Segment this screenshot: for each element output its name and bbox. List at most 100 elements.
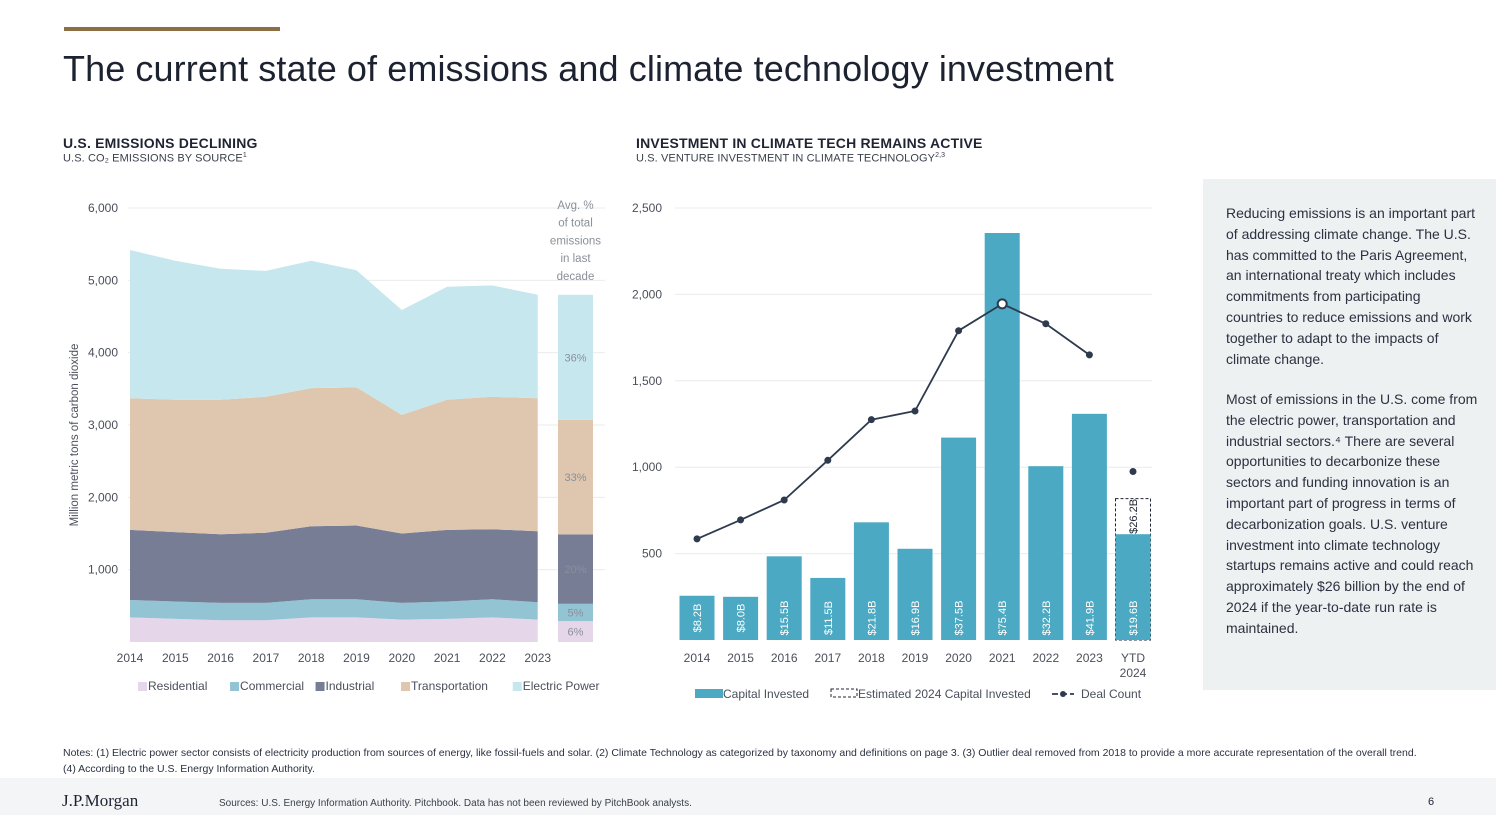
x-tick-label: 2021 xyxy=(989,651,1016,665)
x-tick-label: 2019 xyxy=(902,651,929,665)
avg-bar-label: 20% xyxy=(564,564,586,576)
legend-label-estimated: Estimated 2024 Capital Invested xyxy=(858,687,1031,701)
avg-bar-heading-line: decade xyxy=(557,271,595,283)
avg-bar-heading-line: Avg. % xyxy=(557,200,593,212)
footnotes: Notes: (1) Electric power sector consist… xyxy=(63,745,1453,777)
x-tick-label: 2017 xyxy=(253,651,280,665)
x-tick-label: 2020 xyxy=(388,651,415,665)
title-accent-rule xyxy=(64,27,280,31)
avg-bar-heading-line: in last xyxy=(560,253,591,265)
y-tick-label: 3,000 xyxy=(88,418,118,432)
emissions-chart-title: U.S. EMISSIONS DECLINING xyxy=(63,135,258,151)
x-tick-label: 2019 xyxy=(343,651,370,665)
area-residential xyxy=(130,617,538,642)
capital-bar-label: $75.4B xyxy=(997,601,1009,636)
legend-swatch-estimated xyxy=(830,688,858,698)
avg-bar-label: 33% xyxy=(564,472,586,484)
commentary-paragraph-1: Reducing emissions is an important part … xyxy=(1226,205,1476,367)
x-tick-label: 2015 xyxy=(162,651,189,665)
area-commercial xyxy=(130,599,538,621)
legend-label-industrial: Industrial xyxy=(326,679,375,693)
investment-chart-title: INVESTMENT IN CLIMATE TECH REMAINS ACTIV… xyxy=(636,135,983,151)
deal-count-point xyxy=(737,516,745,524)
x-tick-label: 2022 xyxy=(479,651,506,665)
capital-bar xyxy=(853,522,889,640)
page-title: The current state of emissions and clima… xyxy=(63,48,1114,89)
capital-bar-label: $16.9B xyxy=(910,601,922,636)
capital-bar-label: $11.5B xyxy=(823,601,835,635)
y-tick-label: 6,000 xyxy=(88,201,118,215)
avg-bar-label: 36% xyxy=(564,352,586,364)
y-tick-label: 2,000 xyxy=(88,490,118,504)
y-tick-label: 4,000 xyxy=(88,346,118,360)
y-tick-label: 1,500 xyxy=(632,374,662,388)
legend-label-residential: Residential xyxy=(148,679,207,693)
area-electric-power xyxy=(130,250,538,415)
y-tick-label: 5,000 xyxy=(88,273,118,287)
emissions-subtitle-footnote: 1 xyxy=(242,152,247,159)
avg-bar-label: 6% xyxy=(568,627,584,639)
y-tick-label: 2,000 xyxy=(632,287,662,301)
capital-bar-label: $15.5B xyxy=(779,601,791,636)
capital-bar-label: $8.2B xyxy=(692,604,704,633)
estimated-bar-label: $26.2B xyxy=(1128,499,1140,534)
commentary-paragraph-2: Most of emissions in the U.S. come from … xyxy=(1226,391,1478,636)
avg-bar-segment-electric-power xyxy=(558,294,593,420)
y-tick-label: 1,000 xyxy=(88,563,118,577)
capital-bar xyxy=(1115,534,1151,640)
x-tick-label: 2020 xyxy=(945,651,972,665)
x-tick-label: 2015 xyxy=(727,651,754,665)
x-tick-label: 2023 xyxy=(1076,651,1103,665)
footnote-line-2: (4) According to the U.S. Energy Informa… xyxy=(63,763,315,775)
legend-swatch-electric-power xyxy=(512,682,522,691)
capital-bar xyxy=(984,233,1020,640)
x-tick-label: 2023 xyxy=(524,651,551,665)
y-tick-label: 1,000 xyxy=(632,460,662,474)
deal-count-point xyxy=(996,298,1008,310)
y-axis-label: Million metric tons of carbon dioxide xyxy=(69,344,81,527)
page-number: 6 xyxy=(1428,796,1435,808)
deal-count-point xyxy=(911,407,919,415)
x-tick-label: 2018 xyxy=(298,651,325,665)
deal-count-point xyxy=(1129,468,1137,476)
capital-bar-label: $32.2B xyxy=(1041,601,1053,636)
y-tick-label: 2,500 xyxy=(632,201,662,215)
legend-swatch-residential xyxy=(138,682,147,691)
x-tick-label: 2022 xyxy=(1032,651,1059,665)
x-tick-label: 2018 xyxy=(858,651,885,665)
x-tick-label: 2017 xyxy=(814,651,841,665)
area-transportation xyxy=(130,387,538,535)
avg-bar-segment-transportation xyxy=(558,419,593,535)
x-tick-label: 2016 xyxy=(207,651,234,665)
legend-swatch-capital-invested xyxy=(695,689,723,698)
legend-label-electric-power: Electric Power xyxy=(523,679,600,693)
avg-bar-heading-line: of total xyxy=(558,218,593,230)
avg-bar-heading-line: emissions xyxy=(550,235,601,247)
emissions-area-chart: 1,000 2,000 3,000 4,000 5,000 6,000 Million me… xyxy=(69,200,605,693)
x-tick-label: 2024 xyxy=(1120,666,1147,680)
legend-label-transportation: Transportation xyxy=(411,679,488,693)
avg-bar-segment-residential xyxy=(558,621,593,642)
footnote-line-1: Notes: (1) Electric power sector consist… xyxy=(63,747,1417,759)
sources-note: Sources: U.S. Energy Information Authori… xyxy=(219,798,692,809)
capital-bar xyxy=(1071,413,1107,640)
legend-label-deal-count: Deal Count xyxy=(1081,687,1142,701)
capital-bar-label: $41.9B xyxy=(1084,601,1096,636)
capital-bar xyxy=(1028,466,1064,640)
footer-bar xyxy=(0,778,1496,815)
investment-bar-chart: 500 1,000 1,500 2,000 2,500 $8.2B $8.0B $15.5B $… xyxy=(632,201,1152,701)
avg-bar-segment-industrial xyxy=(558,534,593,604)
x-tick-label: 2014 xyxy=(117,651,144,665)
investment-chart-subtitle: U.S. VENTURE INVESTMENT IN CLIMATE TECHN… xyxy=(636,152,945,165)
legend-swatch-commercial xyxy=(230,682,240,691)
investment-subtitle-footnote: 2,3 xyxy=(935,152,946,159)
capital-bar-label: $19.6B xyxy=(1128,601,1140,636)
capital-bar-label: $21.8B xyxy=(866,601,878,636)
capital-bar xyxy=(897,548,933,640)
deal-count-point xyxy=(780,496,788,504)
x-tick-label: 2021 xyxy=(434,651,461,665)
commentary-panel: Reducing emissions is an important part … xyxy=(1203,179,1496,690)
legend-label-commercial: Commercial xyxy=(240,679,304,693)
x-tick-label: YTD xyxy=(1121,651,1145,665)
area-industrial xyxy=(130,525,538,603)
